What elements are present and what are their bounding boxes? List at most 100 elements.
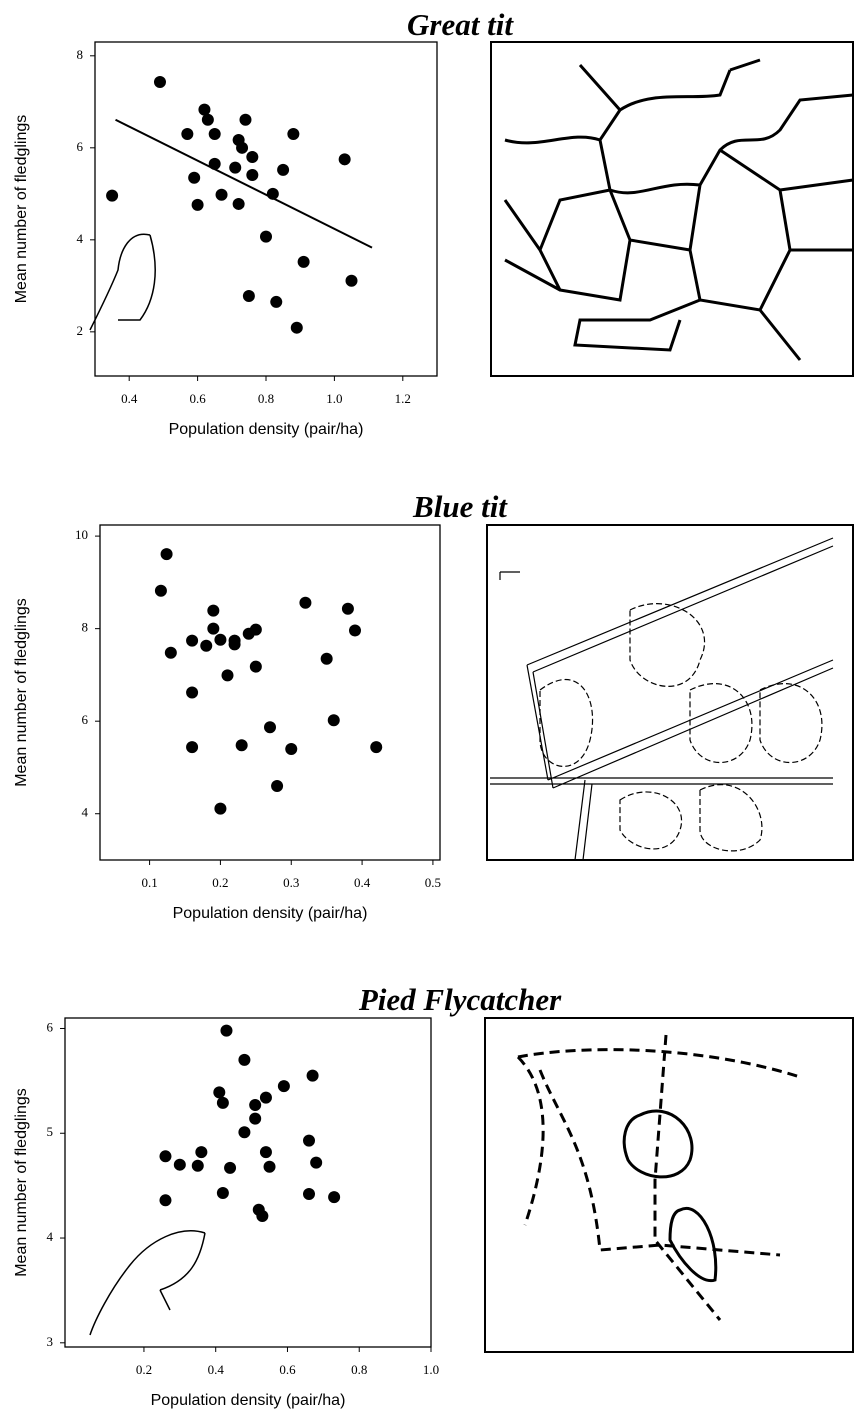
data-point: [342, 603, 354, 615]
data-point: [195, 1146, 207, 1158]
data-point: [188, 172, 200, 184]
data-point: [214, 634, 226, 646]
data-point: [236, 739, 248, 751]
plot-frame: [100, 525, 440, 860]
data-point: [209, 128, 221, 140]
data-point: [207, 605, 219, 617]
x-tick-label: 0.4: [354, 875, 371, 890]
data-point: [298, 256, 310, 268]
data-point: [238, 1054, 250, 1066]
x-tick-label: 1.2: [395, 391, 411, 406]
data-point: [349, 624, 361, 636]
x-tick-label: 0.2: [136, 1362, 152, 1377]
figure: Great tit 0.4 0.6 0.8 1.0 1.2 2 4 6 8 Population d…: [0, 0, 855, 1410]
data-point: [328, 714, 340, 726]
y-tick-label: 6: [77, 139, 84, 154]
data-point: [291, 322, 303, 334]
y-tick-label: 4: [82, 805, 89, 820]
y-tick-label: 2: [77, 323, 84, 338]
data-point: [154, 76, 166, 88]
data-point: [256, 1210, 268, 1222]
territory-map-pied-flycatcher: [485, 1018, 853, 1352]
data-point: [339, 153, 351, 165]
y-tick-label: 6: [82, 712, 89, 727]
data-point: [260, 1146, 272, 1158]
chart-title: Blue tit: [412, 489, 508, 524]
data-point: [249, 1099, 261, 1111]
data-point: [233, 198, 245, 210]
data-point: [213, 1086, 225, 1098]
data-point: [285, 743, 297, 755]
y-tick-label: 10: [75, 527, 88, 542]
y-tick-label: 8: [82, 620, 89, 635]
data-point: [271, 780, 283, 792]
data-point: [250, 661, 262, 673]
data-point: [270, 296, 282, 308]
data-point: [249, 1113, 261, 1125]
y-tick-label: 6: [47, 1019, 54, 1034]
x-tick-label: 0.2: [212, 875, 228, 890]
data-point: [303, 1188, 315, 1200]
data-point: [264, 1161, 276, 1173]
data-point: [236, 142, 248, 154]
x-axis-label: Population density (pair/ha): [151, 1392, 346, 1409]
data-point: [243, 628, 255, 640]
x-tick-label: 0.1: [141, 875, 157, 890]
x-tick-label: 0.6: [189, 391, 206, 406]
data-point: [260, 1092, 272, 1104]
data-point: [186, 635, 198, 647]
data-point: [202, 114, 214, 126]
data-point: [159, 1150, 171, 1162]
chart-title: Pied Flycatcher: [358, 982, 562, 1017]
y-axis-label: Mean number of fledglings: [13, 115, 30, 304]
chart-title: Great tit: [407, 7, 514, 42]
data-point: [239, 114, 251, 126]
y-tick-label: 8: [77, 47, 84, 62]
data-point: [299, 597, 311, 609]
data-point: [186, 687, 198, 699]
y-tick-label: 5: [47, 1124, 54, 1139]
data-point: [246, 151, 258, 163]
data-point: [307, 1070, 319, 1082]
data-point: [238, 1126, 250, 1138]
data-point: [277, 164, 289, 176]
y-tick-label: 3: [47, 1334, 54, 1349]
x-tick-label: 0.4: [121, 391, 138, 406]
data-point: [161, 548, 173, 560]
data-point: [217, 1187, 229, 1199]
x-axis-label: Population density (pair/ha): [169, 421, 364, 438]
x-tick-label: 0.3: [283, 875, 299, 890]
data-point: [278, 1080, 290, 1092]
data-point: [229, 638, 241, 650]
plot-frame: [65, 1018, 431, 1347]
data-point: [370, 741, 382, 753]
data-point: [346, 275, 358, 287]
x-tick-label: 1.0: [326, 391, 342, 406]
data-point: [192, 199, 204, 211]
data-point: [287, 128, 299, 140]
data-point: [264, 721, 276, 733]
data-point: [200, 640, 212, 652]
data-point: [159, 1194, 171, 1206]
x-tick-label: 0.6: [279, 1362, 296, 1377]
data-point: [243, 290, 255, 302]
bird-sketch: [90, 234, 205, 1335]
data-point: [321, 653, 333, 665]
y-axis-label: Mean number of fledglings: [13, 598, 30, 787]
data-point: [181, 128, 193, 140]
x-tick-label: 0.8: [351, 1362, 367, 1377]
data-point: [260, 231, 272, 243]
data-point: [165, 647, 177, 659]
data-point: [229, 162, 241, 174]
data-point: [174, 1159, 186, 1171]
data-point: [214, 803, 226, 815]
x-tick-label: 0.8: [258, 391, 274, 406]
y-tick-label: 4: [47, 1229, 54, 1244]
y-tick-label: 4: [77, 231, 84, 246]
y-axis-label: Mean number of fledglings: [13, 1088, 30, 1277]
data-point: [220, 1025, 232, 1037]
data-point: [328, 1191, 340, 1203]
x-tick-label: 0.5: [425, 875, 441, 890]
data-point: [303, 1135, 315, 1147]
x-tick-label: 1.0: [423, 1362, 439, 1377]
